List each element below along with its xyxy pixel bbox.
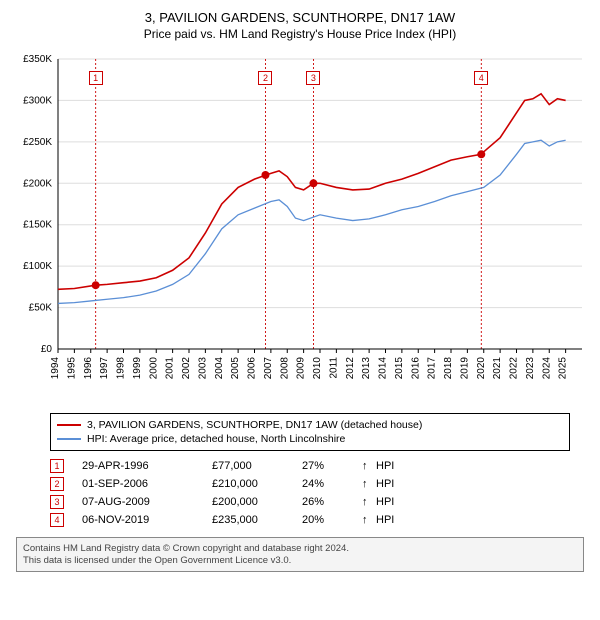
legend-item: HPI: Average price, detached house, Nort…: [57, 432, 563, 446]
svg-text:£150K: £150K: [23, 220, 52, 231]
svg-text:£300K: £300K: [23, 95, 52, 106]
svg-text:2015: 2015: [394, 357, 405, 380]
svg-text:2011: 2011: [328, 357, 339, 379]
legend-label: 3, PAVILION GARDENS, SCUNTHORPE, DN17 1A…: [87, 419, 422, 431]
sale-marker-4: 4: [474, 71, 488, 85]
svg-text:2008: 2008: [279, 357, 290, 380]
sale-row: 2 01-SEP-2006£210,00024%↑HPI: [50, 475, 584, 493]
sale-suffix: HPI: [376, 460, 394, 472]
legend-swatch: [57, 424, 81, 426]
svg-text:£200K: £200K: [23, 178, 52, 189]
price-chart: £0 £50K £100K £150K £200K £250K £300K £350K 1994…: [10, 49, 590, 409]
svg-text:2014: 2014: [378, 357, 389, 380]
sale-row: 1 29-APR-1996£77,00027%↑HPI: [50, 457, 584, 475]
svg-text:2022: 2022: [509, 357, 520, 380]
sale-price: £77,000: [212, 460, 302, 472]
sale-row: 3 07-AUG-2009£200,00026%↑HPI: [50, 493, 584, 511]
svg-text:2012: 2012: [345, 357, 356, 380]
sale-marker-box: 2: [50, 477, 64, 491]
svg-text:2000: 2000: [148, 357, 159, 380]
footer-line-1: Contains HM Land Registry data © Crown c…: [23, 543, 577, 554]
sale-row: 4 06-NOV-2019£235,00020%↑HPI: [50, 511, 584, 529]
sale-date: 01-SEP-2006: [82, 478, 212, 490]
arrow-up-icon: ↑: [362, 478, 376, 490]
svg-text:2002: 2002: [181, 357, 192, 380]
sale-suffix: HPI: [376, 514, 394, 526]
svg-text:2024: 2024: [541, 357, 552, 380]
chart-legend: 3, PAVILION GARDENS, SCUNTHORPE, DN17 1A…: [50, 413, 570, 451]
svg-text:2003: 2003: [197, 357, 208, 380]
footer-line-2: This data is licensed under the Open Gov…: [23, 555, 577, 566]
sale-price: £210,000: [212, 478, 302, 490]
sale-marker-3: 3: [306, 71, 320, 85]
svg-text:2001: 2001: [165, 357, 176, 380]
svg-text:2020: 2020: [476, 357, 487, 380]
sale-pct: 24%: [302, 478, 362, 490]
chart-title: 3, PAVILION GARDENS, SCUNTHORPE, DN17 1A…: [10, 10, 590, 25]
sale-marker-box: 3: [50, 495, 64, 509]
sale-date: 06-NOV-2019: [82, 514, 212, 526]
sale-marker-2: 2: [258, 71, 272, 85]
chart-container: £0 £50K £100K £150K £200K £250K £300K £350K 1994…: [10, 49, 590, 409]
svg-text:1995: 1995: [66, 357, 77, 380]
sales-table: 129-APR-1996£77,00027%↑HPI201-SEP-2006£2…: [50, 457, 584, 529]
legend-swatch: [57, 438, 81, 440]
svg-text:2005: 2005: [230, 357, 241, 380]
svg-text:2023: 2023: [525, 357, 536, 380]
svg-text:2021: 2021: [492, 357, 503, 380]
svg-text:2018: 2018: [443, 357, 454, 380]
sale-pct: 26%: [302, 496, 362, 508]
arrow-up-icon: ↑: [362, 460, 376, 472]
svg-text:1997: 1997: [99, 357, 110, 380]
sale-suffix: HPI: [376, 478, 394, 490]
svg-text:1996: 1996: [83, 357, 94, 380]
svg-text:£50K: £50K: [29, 303, 53, 314]
sale-price: £200,000: [212, 496, 302, 508]
sale-marker-1: 1: [89, 71, 103, 85]
svg-text:2006: 2006: [247, 357, 258, 380]
sale-marker-box: 1: [50, 459, 64, 473]
sale-date: 29-APR-1996: [82, 460, 212, 472]
svg-text:2016: 2016: [410, 357, 421, 380]
svg-text:1994: 1994: [50, 357, 61, 380]
svg-text:2019: 2019: [459, 357, 470, 380]
svg-text:2017: 2017: [427, 357, 438, 380]
svg-text:£100K: £100K: [23, 261, 52, 272]
svg-text:2010: 2010: [312, 357, 323, 380]
sale-price: £235,000: [212, 514, 302, 526]
sale-date: 07-AUG-2009: [82, 496, 212, 508]
svg-text:2007: 2007: [263, 357, 274, 380]
svg-text:1998: 1998: [116, 357, 127, 380]
sale-suffix: HPI: [376, 496, 394, 508]
chart-subtitle: Price paid vs. HM Land Registry's House …: [10, 27, 590, 41]
svg-text:2009: 2009: [296, 357, 307, 380]
svg-text:1999: 1999: [132, 357, 143, 380]
svg-text:£250K: £250K: [23, 137, 52, 148]
arrow-up-icon: ↑: [362, 496, 376, 508]
sale-pct: 20%: [302, 514, 362, 526]
legend-item: 3, PAVILION GARDENS, SCUNTHORPE, DN17 1A…: [57, 418, 563, 432]
svg-text:£0: £0: [41, 344, 53, 355]
legend-label: HPI: Average price, detached house, Nort…: [87, 433, 345, 445]
svg-text:2004: 2004: [214, 357, 225, 380]
svg-text:2025: 2025: [558, 357, 569, 380]
svg-text:2013: 2013: [361, 357, 372, 380]
chart-header: 3, PAVILION GARDENS, SCUNTHORPE, DN17 1A…: [10, 10, 590, 41]
svg-text:£350K: £350K: [23, 54, 52, 65]
license-footer: Contains HM Land Registry data © Crown c…: [16, 537, 584, 572]
sale-pct: 27%: [302, 460, 362, 472]
arrow-up-icon: ↑: [362, 514, 376, 526]
sale-marker-box: 4: [50, 513, 64, 527]
